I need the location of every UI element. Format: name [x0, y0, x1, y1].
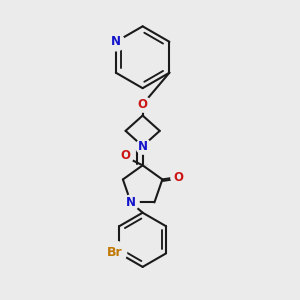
Text: N: N: [126, 196, 136, 209]
Text: O: O: [120, 149, 130, 162]
Text: O: O: [173, 171, 183, 184]
Text: Br: Br: [107, 246, 123, 259]
Text: N: N: [111, 35, 121, 48]
Text: O: O: [138, 98, 148, 111]
Text: N: N: [138, 140, 148, 153]
